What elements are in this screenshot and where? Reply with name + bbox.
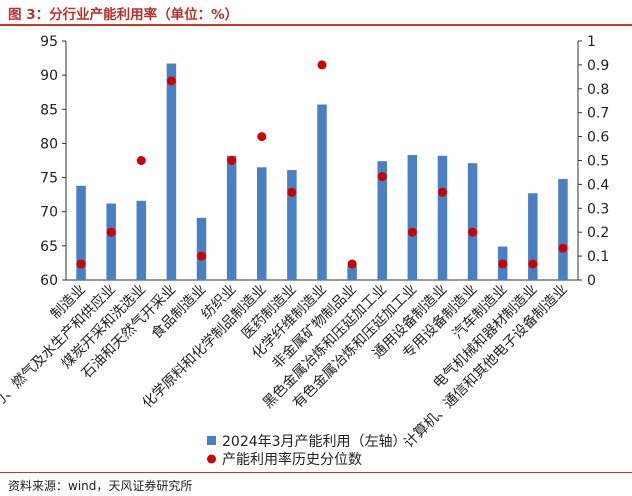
title-divider — [0, 24, 632, 26]
source-note: 资料来源：wind，天风证券研究所 — [8, 479, 193, 493]
percentile-dot-6 — [227, 156, 237, 165]
percentile-dot-9 — [317, 60, 327, 70]
right-tick-label: 1 — [587, 34, 596, 50]
percentile-dot-14 — [468, 227, 478, 237]
bar-6 — [226, 155, 237, 280]
percentile-dot-3 — [136, 156, 146, 165]
chart: 60 65 70 75 80 85 90 95 0 0.1 0.2 0.3 0.4 0.5 0.6 0.7 0.… — [0, 34, 609, 468]
right-tick-label: 0.3 — [587, 201, 609, 217]
right-tick-label: 0.7 — [587, 106, 609, 122]
percentile-dot-15 — [498, 259, 508, 269]
percentile-dot-5 — [197, 251, 207, 261]
bar-11 — [377, 161, 387, 280]
bar-8 — [287, 170, 297, 280]
left-tick-label: 85 — [40, 102, 58, 118]
left-tick-label: 60 — [40, 273, 58, 289]
bar-4 — [166, 63, 177, 280]
bar-16 — [528, 193, 538, 280]
percentile-dot-8 — [287, 187, 297, 197]
bar-14 — [467, 163, 478, 280]
percentile-dot-12 — [407, 227, 417, 237]
left-tick-label: 95 — [40, 34, 58, 50]
left-tick-label: 75 — [40, 171, 58, 187]
right-tick-label: 0.6 — [587, 130, 609, 146]
bar-17 — [558, 178, 568, 280]
right-tick-label: 0.8 — [587, 82, 609, 98]
right-tick-label: 0.1 — [587, 249, 609, 265]
bar-3 — [136, 200, 147, 280]
right-tick-label: 0.2 — [587, 225, 609, 241]
bar-12 — [407, 155, 418, 280]
legend-dot-label: 产能利用率历史分位数 — [222, 451, 362, 468]
percentile-dot-16 — [528, 259, 538, 269]
legend-dot-swatch — [207, 454, 216, 464]
right-tick-label: 0.9 — [587, 58, 609, 74]
bar-5 — [196, 217, 207, 280]
percentile-dot-7 — [257, 132, 267, 142]
legend-bar-label: 2024年3月产能利用（左轴） — [222, 434, 407, 450]
bar-2 — [106, 203, 116, 280]
percentile-dot-2 — [106, 227, 116, 237]
legend-bar-swatch — [207, 436, 216, 445]
bar-13 — [437, 155, 448, 280]
bar-1 — [76, 185, 86, 280]
footer-divider — [0, 472, 632, 473]
right-tick-label: 0.5 — [587, 154, 609, 170]
percentile-dot-4 — [166, 76, 176, 86]
bar-7 — [257, 167, 267, 280]
figure-title: 图 3：分行业产能利用率（单位：%） — [8, 7, 239, 23]
bar-9 — [317, 104, 327, 281]
right-tick-label: 0 — [587, 273, 596, 289]
percentile-dot-1 — [76, 259, 86, 269]
left-tick-label: 90 — [40, 68, 58, 84]
left-tick-label: 65 — [40, 239, 58, 255]
percentile-dot-17 — [558, 243, 568, 253]
percentile-dot-11 — [377, 172, 387, 182]
percentile-dot-13 — [437, 187, 447, 197]
bar-10 — [347, 265, 357, 280]
percentile-dot-10 — [347, 259, 357, 269]
left-tick-label: 80 — [40, 136, 58, 152]
left-tick-label: 70 — [40, 205, 58, 221]
right-tick-label: 0.4 — [587, 177, 609, 193]
